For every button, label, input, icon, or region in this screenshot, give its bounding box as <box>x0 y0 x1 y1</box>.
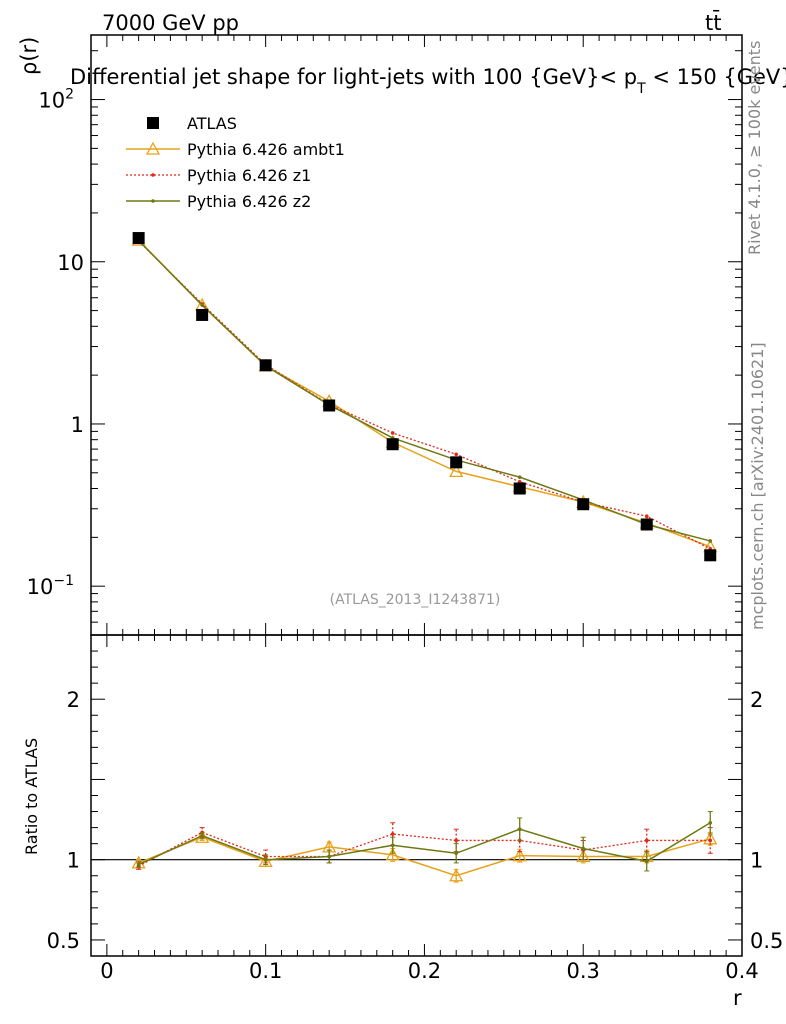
ratio-point-ambt1 <box>449 868 464 882</box>
data-point-atlas <box>450 456 463 469</box>
data-point-atlas <box>577 498 590 511</box>
data-point-z1 <box>390 431 395 435</box>
main-series-layer <box>131 232 718 562</box>
ratio-point-z1 <box>390 832 395 836</box>
data-point-z2 <box>708 539 713 543</box>
data-point-atlas <box>704 549 717 562</box>
data-point-atlas <box>132 232 145 245</box>
energy-label: 7000 GeV pp <box>102 11 239 35</box>
x-axis-label: r <box>733 986 742 1010</box>
x-tick-label: 0 <box>100 959 113 983</box>
data-point-atlas <box>196 308 209 321</box>
data-point-atlas <box>513 482 526 495</box>
tick-exponent: 2 <box>65 87 74 103</box>
ratio-point-ambt1 <box>258 853 273 867</box>
main-y-tick-label: 1 <box>71 413 84 437</box>
ratio-point-z1 <box>644 838 649 843</box>
ratio-series-layer <box>131 811 718 883</box>
ratio-point-z2 <box>263 857 268 862</box>
series-line-ambt1 <box>138 239 711 548</box>
analysis-id-label: (ATLAS_2013_I1243871) <box>330 592 501 608</box>
ratio-line-z1 <box>138 831 711 867</box>
chart-title-subscript: T <box>636 81 646 97</box>
data-point-z2 <box>200 303 204 307</box>
ratio-point-ambt1 <box>512 848 527 862</box>
legend-label-z2: Pythia 6.426 z2 <box>187 192 311 211</box>
data-point-ambt1 <box>449 464 464 478</box>
main-y-tick-label: 10 <box>57 251 84 275</box>
ratio-point-z1 <box>454 838 458 843</box>
legend-label-atlas: ATLAS <box>187 114 237 133</box>
ratio-point-z2 <box>517 827 522 832</box>
ratio-point-z2 <box>390 843 395 848</box>
ratio-point-z2 <box>581 846 586 851</box>
main-y-tick-label: 102 <box>38 87 74 113</box>
tick-base: 10 <box>27 575 54 599</box>
data-point-atlas <box>386 438 399 451</box>
tick-base: 10 <box>38 89 65 113</box>
main-y-tick-label: 10−1 <box>27 573 74 599</box>
ratio-point-z2 <box>136 862 141 867</box>
legend-label-z1: Pythia 6.426 z1 <box>187 166 311 185</box>
process-label: tt̄ <box>705 10 721 35</box>
main-y-axis-label: ρ(r) <box>17 37 41 75</box>
ratio-point-ambt1 <box>385 847 400 861</box>
ratio-line-z2 <box>138 822 711 866</box>
mcplots-reference-label: mcplots.cern.ch [arXiv:2401.10621] <box>748 342 767 630</box>
ratio-y-tick-label: 2 <box>67 688 80 712</box>
main-axis-ticks <box>91 35 743 636</box>
ratio-point-z2 <box>644 859 649 864</box>
x-tick-label: 0.3 <box>567 959 600 983</box>
legend-marker-z1 <box>151 173 155 177</box>
rivet-version-label: Rivet 4.1.0, ≥ 100k events <box>745 41 764 255</box>
ratio-y-tick-label: 0.5 <box>47 929 80 953</box>
ratio-y-tick-label: 1 <box>67 849 80 873</box>
ratio-point-ambt1 <box>576 849 591 863</box>
series-line-z2 <box>138 240 711 542</box>
data-point-z1 <box>454 452 458 457</box>
legend-label-ambt1: Pythia 6.426 ambt1 <box>187 140 345 159</box>
ratio-point-z2 <box>200 833 204 838</box>
chart-title-end: < 150 {GeV} <box>646 65 786 89</box>
chart-title: Differential jet shape for light-jets wi… <box>70 65 786 97</box>
data-point-atlas <box>323 399 336 412</box>
ratio-point-z2 <box>454 851 458 856</box>
legend-marker-ambt1 <box>145 141 161 155</box>
ratio-axis-ticks <box>91 634 743 957</box>
data-point-atlas <box>640 518 653 531</box>
ratio-line-ambt1 <box>138 836 711 877</box>
tick-base: 1 <box>71 413 84 437</box>
legend-marker-atlas <box>147 117 159 129</box>
legend: ATLAS Pythia 6.426 ambt1 Pythia 6.426 z1… <box>126 114 345 211</box>
legend-marker-z2 <box>151 199 155 203</box>
ratio-panel-frame <box>90 634 743 957</box>
ratio-y-tick-label-right: 0.5 <box>750 929 783 953</box>
data-point-atlas <box>259 359 272 372</box>
ratio-point-z2 <box>327 854 331 859</box>
chart-title-main: Differential jet shape for light-jets wi… <box>70 65 637 89</box>
data-point-z1 <box>644 514 649 519</box>
ratio-point-z1 <box>708 838 713 843</box>
ratio-y-tick-label-right: 1 <box>750 849 763 873</box>
tick-base: 10 <box>57 251 84 275</box>
x-tick-label: 0.4 <box>725 959 758 983</box>
ratio-y-tick-label-right: 2 <box>750 688 763 712</box>
x-tick-label: 0.2 <box>408 959 441 983</box>
data-point-z2 <box>517 475 522 479</box>
x-tick-label: 0.1 <box>249 959 282 983</box>
ratio-y-axis-label: Ratio to ATLAS <box>22 738 41 855</box>
series-line-z1 <box>138 240 711 550</box>
ratio-point-z2 <box>708 820 713 825</box>
tick-exponent: −1 <box>53 573 74 589</box>
